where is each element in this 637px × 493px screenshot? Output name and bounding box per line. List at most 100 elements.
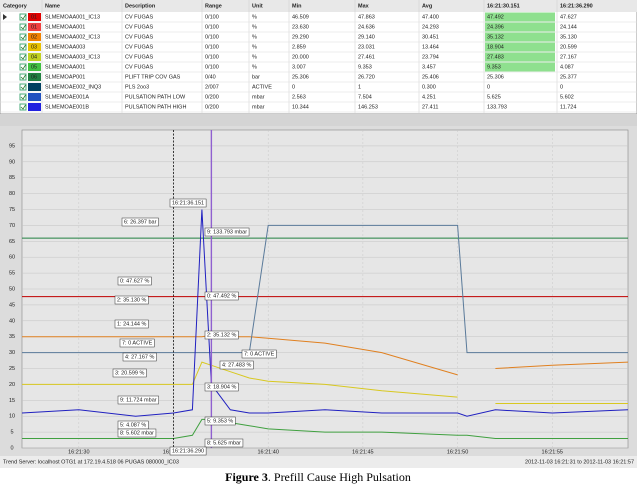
status-bar [0, 456, 637, 468]
category-label: 04 [31, 54, 37, 60]
table-cell: 23.630 [292, 24, 309, 30]
table-cell: 23.031 [358, 44, 375, 50]
annotation-box [169, 198, 207, 208]
table-cell: 23.794 [422, 54, 439, 60]
table-cell: 24.396 [487, 24, 504, 30]
category-label: 01 [31, 24, 37, 30]
annotation-label: 16:21:36.290 [172, 448, 204, 454]
row-check [20, 74, 26, 80]
status-right: 2012-11-03 16:21:31 to 2012-11-03 16:21:… [525, 459, 634, 465]
table-cell: % [252, 54, 257, 60]
annotation-box [204, 330, 239, 340]
table-cell: PLIFT TRIP COV GAS [125, 74, 181, 80]
annotation-label: 5: 9.353 % [207, 418, 233, 424]
table-cell: 1 [358, 84, 361, 90]
row-pointer [3, 14, 7, 20]
table-cell: 0/100 [205, 14, 219, 20]
table-cell: 3.007 [292, 64, 306, 70]
y-tick-label: 50 [9, 286, 15, 292]
row-check [20, 44, 26, 50]
table-cell: 0 [292, 84, 295, 90]
table-cell: 0/100 [205, 64, 219, 70]
column-header: Unit [252, 3, 263, 9]
row-check [20, 104, 26, 110]
row-checkbox [19, 93, 27, 101]
table-cell: 29.140 [358, 34, 375, 40]
category-label: 06 [31, 74, 37, 80]
y-tick-label: 5 [10, 430, 13, 436]
value-highlight [485, 52, 555, 62]
annotation-box [204, 382, 239, 392]
row-check [20, 84, 26, 90]
table-cell: bar [252, 74, 260, 80]
series-line [22, 418, 628, 439]
table-cell: SLMEMOAE001A [45, 94, 89, 100]
row-checkbox [19, 83, 27, 91]
table-cell: 47.863 [358, 14, 375, 20]
row-checkbox [19, 43, 27, 51]
caption: Figure 3. Prefill Cause High Pulsation [225, 470, 411, 484]
table-cell: 27.461 [358, 54, 375, 60]
annotation-box [122, 352, 157, 362]
annotation-label: 8: 5.625 mbar [207, 440, 241, 446]
y-tick-label: 95 [9, 143, 15, 149]
table-cell: 35.130 [560, 34, 577, 40]
table-cell: % [252, 64, 257, 70]
annotation-label: 0: 47.627 % [120, 278, 149, 284]
row-checkbox [19, 73, 27, 81]
annotation-box [204, 438, 244, 448]
table-cell: 30.451 [422, 34, 439, 40]
table-cell: 25.306 [292, 74, 309, 80]
value-highlight [485, 62, 555, 72]
annotation-label: 6: 26.397 bar [124, 219, 157, 225]
annotation-box [114, 295, 149, 305]
table-cell: mbar [252, 104, 265, 110]
y-tick-label: 20 [9, 382, 15, 388]
annotation-box [112, 368, 147, 378]
annotation-box [114, 319, 149, 329]
table-cell: 10.344 [292, 104, 309, 110]
annotation-box [117, 428, 157, 438]
table-cell: 5.602 [560, 94, 574, 100]
table-cell: 0 [560, 84, 563, 90]
table-cell: SLMEMOAA001 [45, 64, 85, 70]
row-checkbox [19, 33, 27, 41]
table-header [0, 0, 637, 12]
table-cell: 0/200 [205, 104, 219, 110]
annotation-label: 2: 35.132 % [207, 332, 236, 338]
y-tick-label: 25 [9, 366, 15, 372]
row-checkbox [19, 103, 27, 111]
column-header: 16:21:36.290 [560, 3, 593, 9]
y-tick-label: 60 [9, 255, 15, 261]
table-cell: 9.353 [358, 64, 372, 70]
table-cell: 27.483 [487, 54, 504, 60]
y-tick-label: 55 [9, 271, 15, 277]
table-cell: PULSATION PATH HIGH [125, 104, 186, 110]
table-cell: 3.457 [422, 64, 436, 70]
row-check [20, 24, 26, 30]
table-cell: 133.793 [487, 104, 507, 110]
annotation-label: 9: 133.793 mbar [207, 229, 247, 235]
table-cell: CV FUGAS [125, 24, 153, 30]
row-check [20, 64, 26, 70]
table-cell: PLS 2oo3 [125, 84, 149, 90]
category-label: 02 [31, 34, 37, 40]
table-cell: % [252, 24, 257, 30]
column-header: 16:21:30.151 [487, 3, 520, 9]
value-highlight [485, 12, 555, 22]
annotation-box [117, 276, 152, 286]
annotation-label: 4: 27.483 % [222, 362, 251, 368]
table-cell: 7.504 [358, 94, 372, 100]
table-cell: PULSATION PATH LOW [125, 94, 186, 100]
caption-text: . Prefill Cause High Pulsation [268, 470, 411, 484]
table-cell: SLMEMOAA002_IC13 [45, 34, 100, 40]
table-cell: 24.293 [422, 24, 439, 30]
category-swatch [28, 93, 41, 101]
series-line [21, 209, 629, 417]
category-swatch [28, 23, 41, 31]
row-checkbox [19, 63, 27, 71]
category-swatch [28, 53, 41, 61]
category-swatch [28, 83, 41, 91]
annotation-label: 7: 0 ACTIVE [244, 351, 275, 357]
